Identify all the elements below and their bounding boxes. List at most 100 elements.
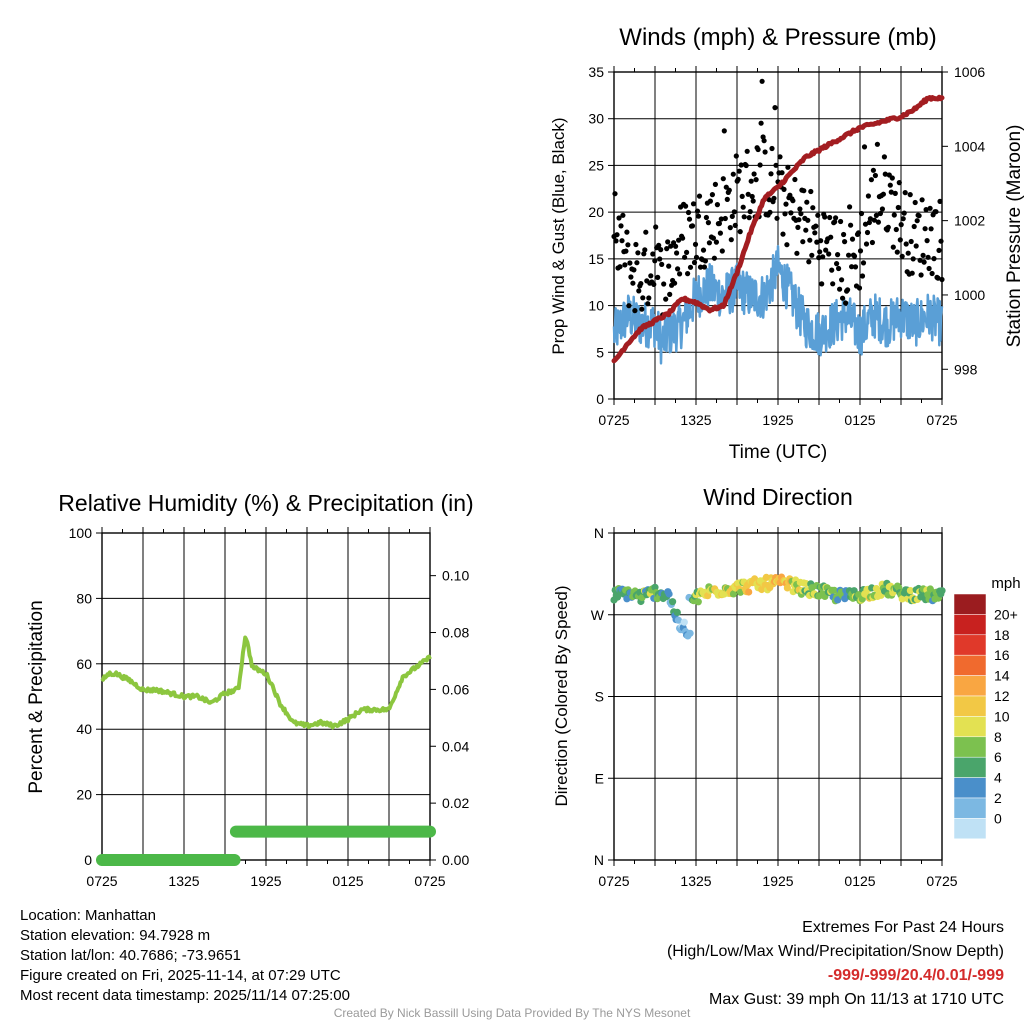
gust-point — [807, 237, 813, 243]
gust-point — [808, 188, 814, 195]
gust-point — [707, 198, 714, 204]
gust-point — [746, 215, 752, 221]
legend-label: 12 — [994, 688, 1010, 704]
gust-point — [732, 222, 738, 228]
gust-point — [877, 210, 884, 217]
wdir-ytick-label: N — [594, 525, 604, 541]
gust-point — [744, 148, 750, 154]
gust-point — [701, 264, 708, 270]
winds-ytick-label: 35 — [588, 64, 604, 80]
gust-point — [614, 232, 620, 238]
gust-point — [706, 240, 713, 246]
gust-point — [740, 204, 746, 210]
gust-point — [798, 211, 804, 217]
gust-point — [758, 120, 764, 126]
humidity-line — [100, 635, 432, 730]
legend-label: 4 — [994, 770, 1002, 786]
rh-xtick-label: 0725 — [86, 873, 117, 889]
gust-point — [641, 251, 647, 257]
gust-point — [920, 252, 926, 258]
gust-point — [829, 267, 835, 273]
gust-point — [656, 242, 662, 248]
winds-chart-title: Winds (mph) & Pressure (mb) — [619, 24, 936, 51]
legend-label: 18 — [994, 627, 1010, 643]
gust-point — [655, 274, 661, 280]
winds-ytick-label: 15 — [588, 251, 604, 267]
gust-point — [918, 272, 924, 278]
legend-label: 20+ — [994, 606, 1018, 622]
wdir-ytick-label: S — [595, 689, 604, 705]
gust-point — [830, 281, 836, 287]
rh-chart-title: Relative Humidity (%) & Precipitation (i… — [58, 490, 473, 516]
gust-point — [924, 238, 930, 244]
direction-point — [906, 587, 915, 595]
gust-point — [659, 261, 665, 267]
gust-point — [912, 199, 918, 206]
gust-point — [714, 202, 721, 208]
gust-point — [731, 209, 737, 215]
gust-point — [749, 193, 755, 200]
gust-point — [627, 260, 633, 266]
gust-point — [652, 258, 658, 264]
gust-point — [901, 210, 907, 216]
gust-point — [926, 265, 932, 272]
gust-point — [657, 256, 663, 262]
gust-point — [842, 239, 848, 245]
gust-point — [751, 171, 757, 177]
winds-y2tick-label: 1004 — [954, 138, 985, 154]
legend-label: 10 — [994, 708, 1010, 724]
gust-point — [840, 295, 846, 301]
gust-point — [781, 186, 787, 192]
rh-y2tick-label: 0.02 — [442, 795, 469, 811]
gust-point — [628, 274, 634, 280]
gust-point — [872, 172, 879, 179]
gust-point — [814, 239, 820, 245]
rh-y2tick-label: 0.06 — [442, 681, 469, 697]
gust-point — [728, 237, 734, 243]
gust-point — [651, 281, 657, 287]
gust-point — [805, 217, 811, 223]
legend-swatch — [953, 756, 987, 778]
gust-point — [668, 243, 674, 249]
gust-point — [923, 207, 929, 213]
rh-ytick-label: 0 — [84, 852, 92, 868]
gust-point — [665, 239, 671, 245]
legend-swatch — [953, 593, 987, 615]
wdir-ytick-label: W — [591, 607, 605, 623]
gust-point — [784, 242, 790, 248]
gust-point — [624, 229, 630, 235]
gust-point — [891, 212, 897, 218]
gust-point — [618, 223, 624, 229]
direction-point — [745, 588, 753, 596]
gust-point — [927, 205, 933, 211]
gust-point — [717, 230, 724, 236]
gust-point — [779, 170, 785, 176]
gust-point — [674, 250, 680, 256]
gust-point — [914, 218, 920, 224]
gust-point — [696, 193, 703, 199]
gust-point — [882, 171, 888, 177]
gust-point — [694, 208, 701, 214]
legend-swatch — [953, 797, 987, 819]
gust-point — [712, 181, 719, 187]
gust-point — [777, 154, 783, 160]
recent-data-text: Most recent data timestamp: 2025/11/14 0… — [20, 987, 350, 1004]
gust-point — [616, 215, 622, 221]
gust-point — [613, 238, 619, 244]
gust-point — [739, 193, 745, 199]
gust-point — [755, 146, 761, 153]
gust-point — [887, 182, 893, 188]
winds-ytick-label: 0 — [596, 391, 604, 407]
gust-point — [782, 211, 788, 217]
gust-point — [737, 229, 743, 235]
gust-point — [695, 213, 702, 219]
gust-point — [810, 205, 816, 211]
winds-y2tick-label: 1002 — [954, 213, 985, 229]
gust-point — [816, 255, 822, 261]
wdir-xtick-label: 1925 — [762, 873, 793, 889]
gust-point — [874, 141, 881, 147]
gust-point — [857, 248, 864, 254]
gust-point — [905, 250, 911, 256]
gust-point — [836, 265, 842, 272]
gust-point — [888, 189, 894, 195]
